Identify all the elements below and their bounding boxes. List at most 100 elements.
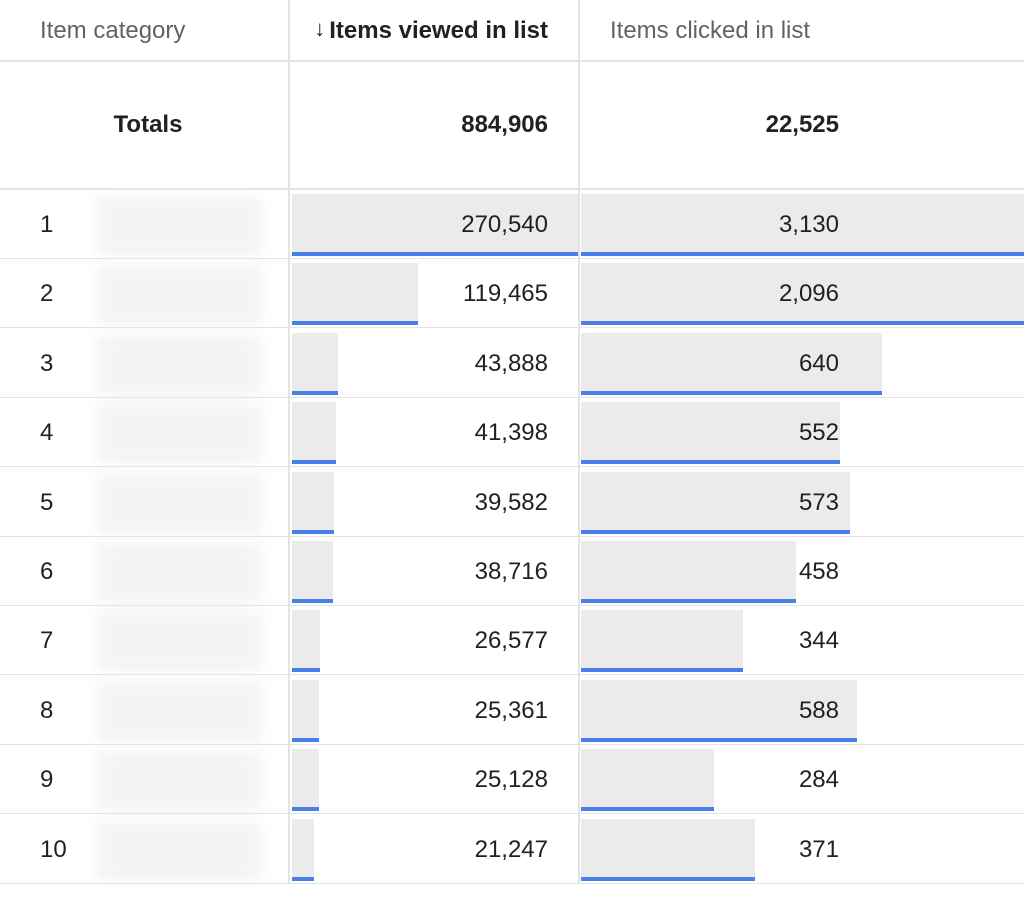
redacted-category-name [96, 751, 262, 811]
table-row[interactable]: 7 26,577 344 [0, 606, 1024, 676]
row-rank: 4 [40, 419, 54, 446]
items-viewed-bar [292, 680, 319, 742]
table-row[interactable]: 8 25,361 588 [0, 676, 1024, 746]
totals-label: Totals [0, 62, 290, 188]
items-clicked-value: 371 [798, 836, 839, 863]
row-divider [0, 327, 1024, 328]
items-clicked-bar [581, 819, 755, 881]
table-row[interactable]: 4 41,398 552 [0, 398, 1024, 468]
items-clicked-bar [581, 333, 882, 395]
items-clicked-value: 588 [798, 697, 839, 724]
row-rank: 3 [40, 350, 54, 377]
bar-accent-line [581, 530, 850, 534]
items-clicked-value: 3,130 [778, 211, 839, 238]
row-divider [0, 883, 1024, 884]
row-divider [0, 605, 1024, 606]
table-row[interactable]: 1 270,540 3,130 [0, 190, 1024, 260]
items-viewed-bar [292, 541, 333, 603]
bar-accent-line [292, 460, 336, 464]
redacted-category-name [96, 682, 262, 742]
column-divider [288, 0, 290, 884]
bar-accent-line [292, 391, 338, 395]
redacted-category-name [96, 821, 262, 881]
bar-accent-line [581, 738, 857, 742]
row-rank: 9 [40, 766, 54, 793]
items-viewed-value: 26,577 [474, 627, 548, 654]
items-viewed-value: 41,398 [474, 419, 548, 446]
items-viewed-value: 21,247 [474, 836, 548, 863]
bar-accent-line [292, 877, 314, 881]
items-clicked-bar [581, 402, 840, 464]
row-rank: 1 [40, 211, 54, 238]
bar-accent-line [581, 807, 714, 811]
items-viewed-bar [292, 819, 314, 881]
bar-accent-line [581, 599, 796, 603]
totals-divider [0, 188, 1024, 190]
totals-clicked-value: 22,525 [765, 111, 839, 138]
items-clicked-bar [581, 194, 1024, 256]
row-divider [0, 258, 1024, 259]
column-header-label: Item category [40, 17, 186, 44]
row-rank: 2 [40, 280, 54, 307]
items-clicked-value: 640 [798, 350, 839, 377]
items-clicked-bar [581, 472, 850, 534]
items-viewed-value: 25,361 [474, 697, 548, 724]
column-header-items-viewed[interactable]: ↓ Items viewed in list [294, 0, 548, 62]
row-rank: 6 [40, 558, 54, 585]
bar-accent-line [292, 252, 578, 256]
table-row[interactable]: 5 39,582 573 [0, 468, 1024, 538]
redacted-category-name [96, 335, 262, 395]
row-divider [0, 674, 1024, 675]
items-clicked-bar [581, 263, 1024, 325]
totals-items-viewed: 884,906 [290, 62, 548, 188]
row-divider [0, 466, 1024, 467]
row-rank: 8 [40, 697, 54, 724]
items-clicked-value: 573 [798, 489, 839, 516]
items-viewed-bar [292, 402, 336, 464]
items-viewed-bar [292, 610, 320, 672]
column-header-items-clicked[interactable]: Items clicked in list [610, 0, 910, 62]
table-row[interactable]: 9 25,128 284 [0, 745, 1024, 815]
items-viewed-value: 25,128 [474, 766, 548, 793]
items-viewed-bar [292, 194, 578, 256]
bar-accent-line [581, 252, 1024, 256]
table-row[interactable]: 6 38,716 458 [0, 537, 1024, 607]
row-divider [0, 397, 1024, 398]
items-clicked-value: 458 [798, 558, 839, 585]
bar-accent-line [292, 599, 333, 603]
column-header-item-category[interactable]: Item category [40, 0, 280, 62]
bar-accent-line [581, 391, 882, 395]
items-viewed-bar [292, 263, 418, 325]
bar-accent-line [581, 877, 755, 881]
bar-accent-line [292, 668, 320, 672]
redacted-category-name [96, 196, 262, 256]
items-clicked-bar [581, 749, 714, 811]
report-table: Item category ↓ Items viewed in list Ite… [0, 0, 1024, 884]
bar-accent-line [581, 460, 840, 464]
column-divider [578, 0, 580, 884]
redacted-category-name [96, 265, 262, 325]
items-viewed-bar [292, 472, 334, 534]
items-viewed-bar [292, 333, 338, 395]
header-divider [0, 60, 1024, 62]
items-viewed-value: 39,582 [474, 489, 548, 516]
redacted-category-name [96, 404, 262, 464]
totals-label-text: Totals [113, 111, 183, 138]
row-divider [0, 813, 1024, 814]
items-viewed-value: 38,716 [474, 558, 548, 585]
totals-viewed-value: 884,906 [461, 111, 548, 138]
bar-accent-line [292, 530, 334, 534]
table-row[interactable]: 2 119,465 2,096 [0, 259, 1024, 329]
bar-accent-line [292, 738, 319, 742]
row-rank: 10 [40, 836, 67, 863]
table-row[interactable]: 10 21,247 371 [0, 815, 1024, 885]
row-rank: 7 [40, 627, 54, 654]
items-viewed-value: 270,540 [461, 211, 548, 238]
items-clicked-value: 284 [798, 766, 839, 793]
bar-accent-line [292, 321, 418, 325]
table-row[interactable]: 3 43,888 640 [0, 329, 1024, 399]
row-divider [0, 536, 1024, 537]
items-clicked-bar [581, 680, 857, 742]
items-viewed-value: 119,465 [463, 280, 548, 307]
redacted-category-name [96, 474, 262, 534]
